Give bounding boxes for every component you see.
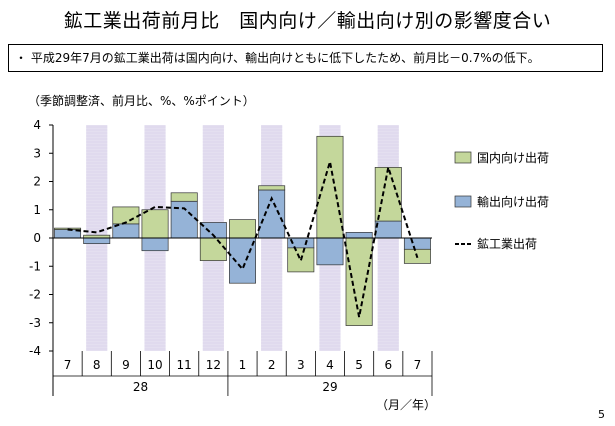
- y-tick-label: 0: [33, 231, 41, 245]
- x-tick-label: 7: [64, 358, 72, 372]
- legend-label: 国内向け出荷: [477, 150, 549, 165]
- page-title: 鉱工業出荷前月比 国内向け／輸出向け別の影響度合い: [63, 10, 552, 32]
- unit-label: （季節調整済、前月比、%、%ポイント）: [28, 94, 255, 108]
- x-tick-label: 4: [326, 358, 334, 372]
- page-number: 5: [598, 408, 605, 421]
- legend-swatch-domestic: [454, 151, 472, 164]
- x-tick-label: 11: [177, 358, 192, 372]
- y-tick-label: -2: [29, 288, 41, 302]
- total-shipments-line: [67, 161, 419, 318]
- bar-export: [374, 220, 402, 239]
- x-tick-label: 5: [355, 358, 363, 372]
- bar-domestic: [141, 209, 169, 239]
- year-label: 28: [133, 380, 148, 394]
- bar-export: [316, 237, 344, 266]
- y-tick-label: -4: [29, 344, 41, 358]
- y-tick-label: 1: [33, 203, 41, 217]
- x-tick-label: 9: [122, 358, 130, 372]
- bar-domestic: [54, 227, 82, 230]
- x-tick-label: 10: [147, 358, 162, 372]
- legend-swatch-export: [454, 195, 472, 208]
- summary-note: ・ 平成29年7月の鉱工業出荷は国内向け、輸出向けともに低下したため、前月比－0…: [8, 44, 603, 72]
- x-tick-label: 2: [268, 358, 276, 372]
- legend-label: 鉱工業出荷: [477, 236, 537, 251]
- y-tick-label: -3: [29, 316, 41, 330]
- year-label: 29: [322, 380, 337, 394]
- x-tick-label: 6: [384, 358, 392, 372]
- bar-export: [170, 200, 198, 239]
- bar-domestic: [229, 219, 256, 239]
- bar-domestic: [316, 135, 344, 239]
- legend-label: 輸出向け出荷: [477, 194, 549, 209]
- y-tick-label: 3: [33, 146, 41, 160]
- y-tick-label: 2: [33, 175, 41, 189]
- bar-export: [229, 237, 256, 284]
- bar-domestic: [170, 192, 198, 202]
- bar-export: [141, 237, 169, 252]
- x-tick-label: 3: [297, 358, 305, 372]
- x-tick-label: 7: [414, 358, 422, 372]
- x-tick-label: 1: [239, 358, 247, 372]
- x-tick-label: 8: [93, 358, 101, 372]
- bar-export: [83, 237, 111, 245]
- bar-export: [345, 232, 373, 239]
- x-unit-label: （月／年）: [376, 398, 437, 412]
- bar-export: [403, 237, 431, 250]
- x-tick-label: 12: [206, 358, 221, 372]
- bar-domestic: [258, 185, 286, 191]
- y-tick-label: -1: [29, 259, 41, 273]
- bar-domestic: [199, 237, 227, 261]
- y-tick-label: 4: [33, 118, 41, 132]
